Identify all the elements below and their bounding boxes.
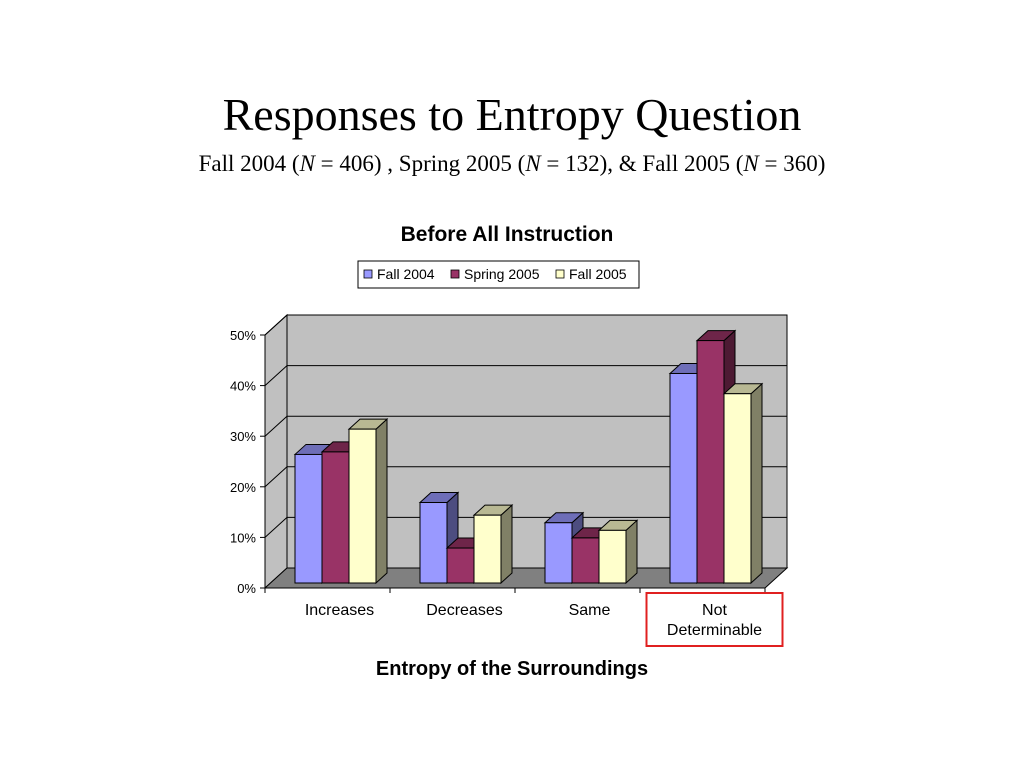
bar-front — [669, 372, 698, 584]
bar-front — [294, 453, 323, 584]
subtitle-part: N — [743, 151, 759, 176]
bar-front — [723, 393, 752, 584]
bar-front — [419, 502, 448, 584]
legend: Fall 2004 Spring 2005 Fall 2005 — [357, 260, 640, 289]
y-tick-label: 10% — [230, 530, 256, 545]
subtitle-part: = 406) , Spring 2005 ( — [314, 151, 526, 176]
subtitle-part: = 360) — [758, 151, 826, 176]
bar-side — [375, 418, 388, 585]
gridline — [264, 516, 787, 538]
y-tick-label: 40% — [230, 379, 256, 394]
highlight-box — [645, 592, 784, 647]
subtitle-part: N — [525, 151, 541, 176]
gridline — [264, 415, 787, 437]
bar-front — [598, 529, 627, 584]
bar-front — [348, 428, 377, 584]
bar — [472, 504, 514, 585]
x-tick-label-line: Increases — [305, 602, 374, 619]
subtitle-part: Fall 2004 ( — [198, 151, 300, 176]
bar-front — [446, 547, 475, 584]
x-tick-label-line: Determinable — [667, 622, 762, 639]
chart-title: Before All Instruction — [401, 223, 614, 246]
bar — [597, 519, 639, 585]
x-tick-label: Same — [569, 602, 611, 619]
legend-label: Fall 2005 — [569, 266, 627, 282]
slide-title: Responses to Entropy Question — [222, 89, 802, 140]
x-tick-label: Increases — [305, 602, 374, 619]
legend-label: Spring 2005 — [464, 266, 540, 282]
x-tick-label-line: Decreases — [426, 602, 502, 619]
legend-box — [357, 260, 640, 289]
bar-front — [571, 537, 600, 584]
bar-front — [696, 340, 725, 584]
x-tick-label-line: Not — [702, 602, 727, 619]
bar — [347, 418, 389, 585]
y-tick-label: 30% — [230, 429, 256, 444]
x-tick-label-line: Same — [569, 602, 611, 619]
y-tick-label: 20% — [230, 480, 256, 495]
x-tick-label: Decreases — [426, 602, 502, 619]
bar-front — [544, 522, 573, 584]
subtitle-part: N — [299, 151, 315, 176]
y-tick-label: 0% — [237, 581, 256, 596]
y-tick-label: 50% — [230, 328, 256, 343]
gridline — [264, 365, 787, 386]
legend-swatch — [555, 269, 565, 279]
x-tick-label: Not Determinable — [667, 602, 762, 639]
legend-swatch — [450, 269, 460, 279]
bar-side — [625, 519, 638, 585]
bar-front — [473, 514, 502, 584]
slide-subtitle: Fall 2004 (N = 406) , Spring 2005 (N = 1… — [0, 152, 1024, 175]
subtitle-part: = 132), & Fall 2005 ( — [540, 151, 744, 176]
bar — [722, 382, 764, 585]
bar-side — [750, 382, 763, 585]
side-wall — [264, 313, 288, 590]
bar-front — [321, 451, 350, 584]
gridline — [264, 314, 787, 336]
legend-swatch — [363, 269, 373, 279]
bar-side — [500, 504, 513, 585]
x-axis-title: Entropy of the Surroundings — [376, 658, 648, 680]
legend-label: Fall 2004 — [377, 266, 435, 282]
gridline — [264, 466, 787, 488]
